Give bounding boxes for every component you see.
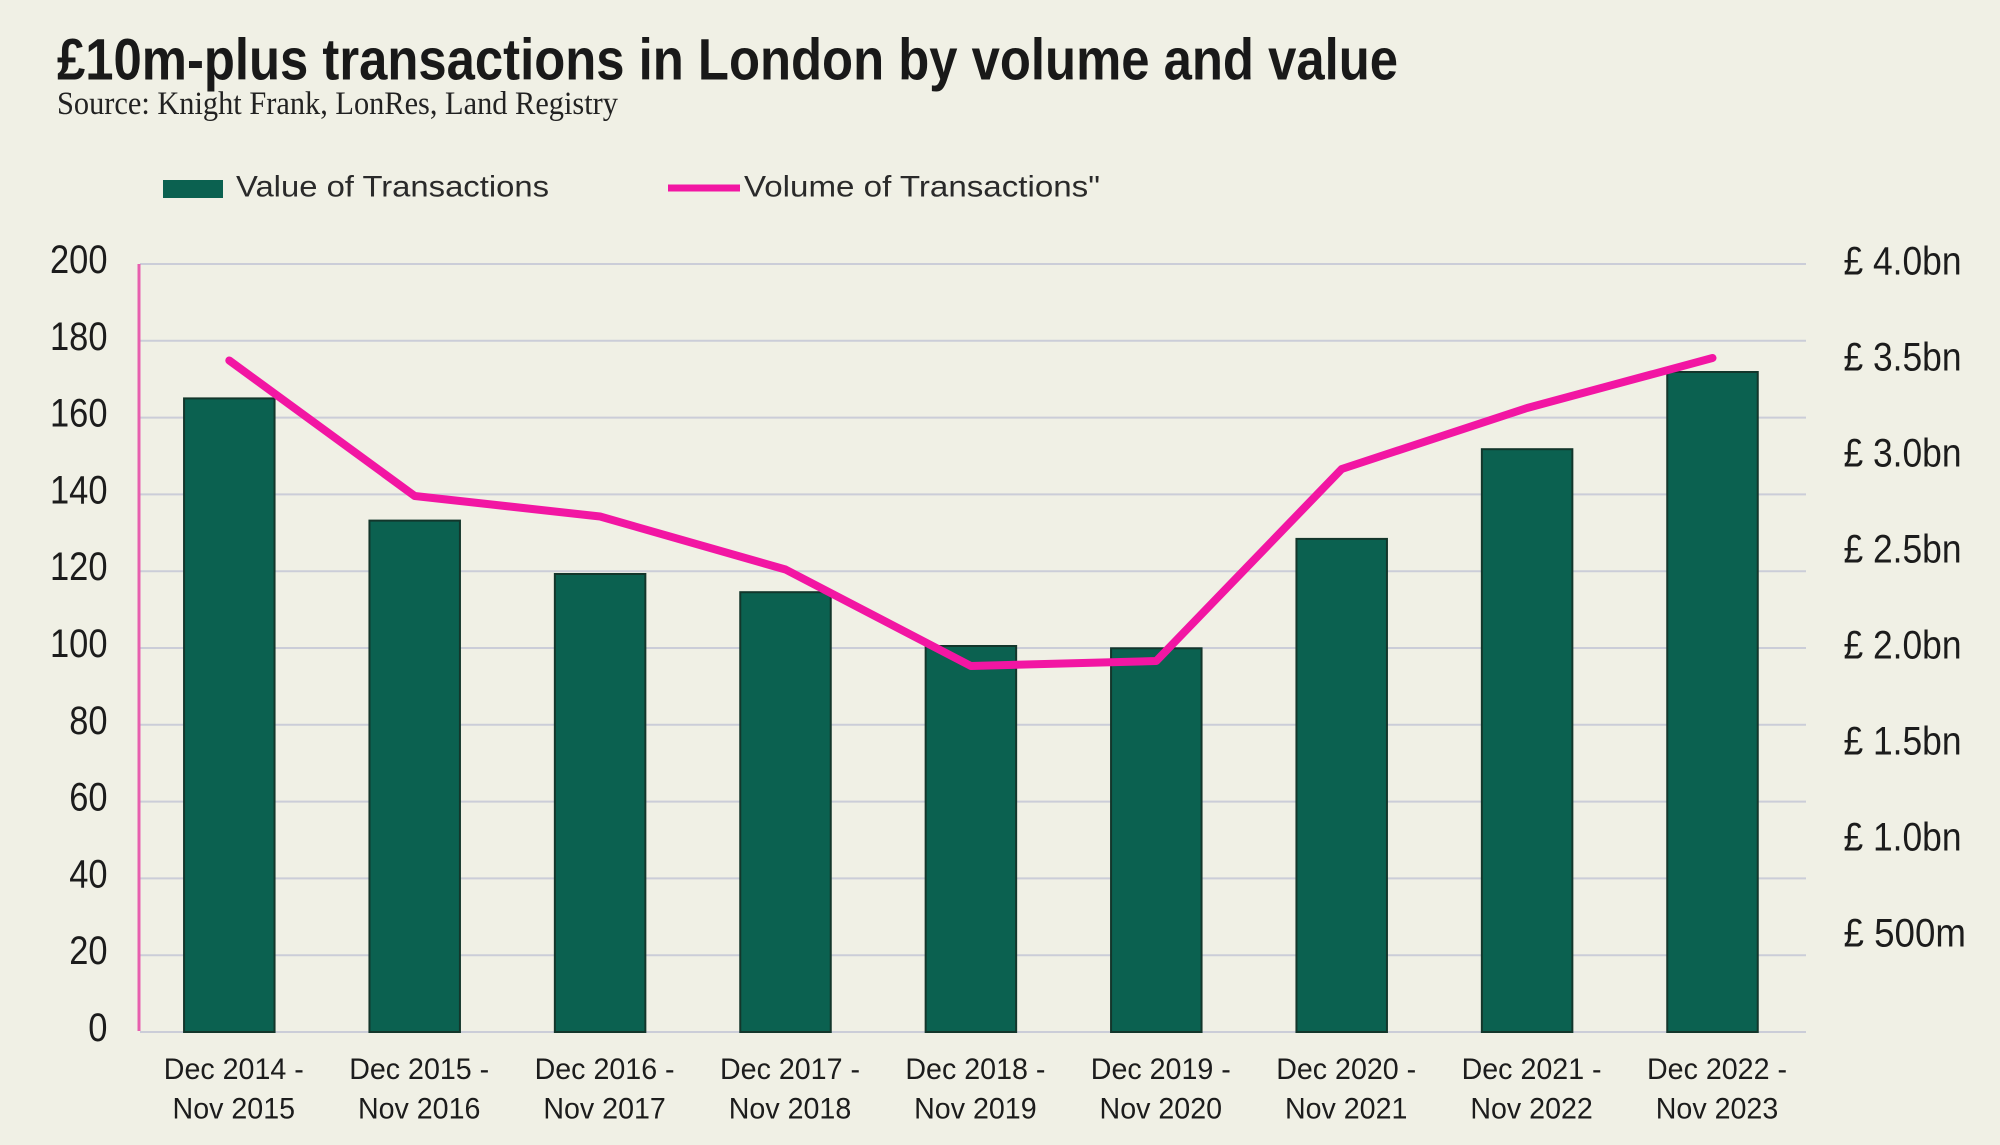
svg-text:Nov 2018: Nov 2018 — [729, 1093, 852, 1126]
svg-text:Dec 2019 -: Dec 2019 - — [1091, 1053, 1231, 1086]
svg-text:Value of Transactions: Value of Transactions — [236, 171, 549, 204]
svg-text:£10m-plus transactions in Lond: £10m-plus transactions in London by volu… — [57, 28, 1398, 93]
svg-text:£ 1.5bn: £ 1.5bn — [1844, 720, 1962, 764]
svg-text:£ 2.0bn: £ 2.0bn — [1844, 624, 1962, 668]
svg-text:100: 100 — [50, 622, 108, 666]
svg-text:20: 20 — [69, 929, 107, 973]
svg-text:40: 40 — [69, 852, 107, 896]
svg-text:Nov 2020: Nov 2020 — [1100, 1093, 1223, 1126]
svg-text:£ 4.0bn: £ 4.0bn — [1844, 240, 1962, 284]
svg-text:Nov 2022: Nov 2022 — [1470, 1093, 1593, 1126]
svg-text:£ 500m: £ 500m — [1844, 912, 1967, 956]
svg-text:Nov 2023: Nov 2023 — [1656, 1093, 1779, 1126]
svg-text:Dec 2016 -: Dec 2016 - — [535, 1053, 675, 1086]
svg-text:Volume of Transactions": Volume of Transactions" — [744, 171, 1100, 204]
svg-text:80: 80 — [69, 699, 107, 743]
svg-text:Nov 2017: Nov 2017 — [543, 1093, 666, 1126]
svg-text:Dec 2014 -: Dec 2014 - — [164, 1053, 304, 1086]
svg-text:£ 3.0bn: £ 3.0bn — [1844, 432, 1962, 476]
svg-text:Dec 2020 -: Dec 2020 - — [1276, 1053, 1416, 1086]
svg-text:Dec 2022 -: Dec 2022 - — [1647, 1053, 1787, 1086]
svg-text:140: 140 — [50, 468, 108, 512]
svg-text:200: 200 — [50, 238, 108, 282]
svg-text:£ 2.5bn: £ 2.5bn — [1844, 528, 1962, 572]
svg-text:£ 3.5bn: £ 3.5bn — [1844, 336, 1962, 380]
svg-text:120: 120 — [50, 545, 108, 589]
svg-text:60: 60 — [69, 776, 107, 820]
svg-text:Nov 2021: Nov 2021 — [1285, 1093, 1408, 1126]
svg-text:Dec 2018 -: Dec 2018 - — [905, 1053, 1045, 1086]
svg-text:Dec 2015 -: Dec 2015 - — [349, 1053, 489, 1086]
svg-text:Source: Knight Frank, LonRes,: Source: Knight Frank, LonRes, Land Regis… — [57, 86, 618, 122]
svg-text:160: 160 — [50, 392, 108, 436]
svg-text:Dec 2021 -: Dec 2021 - — [1462, 1053, 1602, 1086]
svg-text:0: 0 — [88, 1006, 107, 1050]
svg-text:£ 1.0bn: £ 1.0bn — [1844, 816, 1962, 860]
svg-text:Nov 2015: Nov 2015 — [173, 1093, 296, 1126]
svg-text:Nov 2016: Nov 2016 — [358, 1093, 481, 1126]
svg-text:Dec 2017 -: Dec 2017 - — [720, 1053, 860, 1086]
svg-text:Nov 2019: Nov 2019 — [914, 1093, 1037, 1126]
svg-text:180: 180 — [50, 315, 108, 359]
